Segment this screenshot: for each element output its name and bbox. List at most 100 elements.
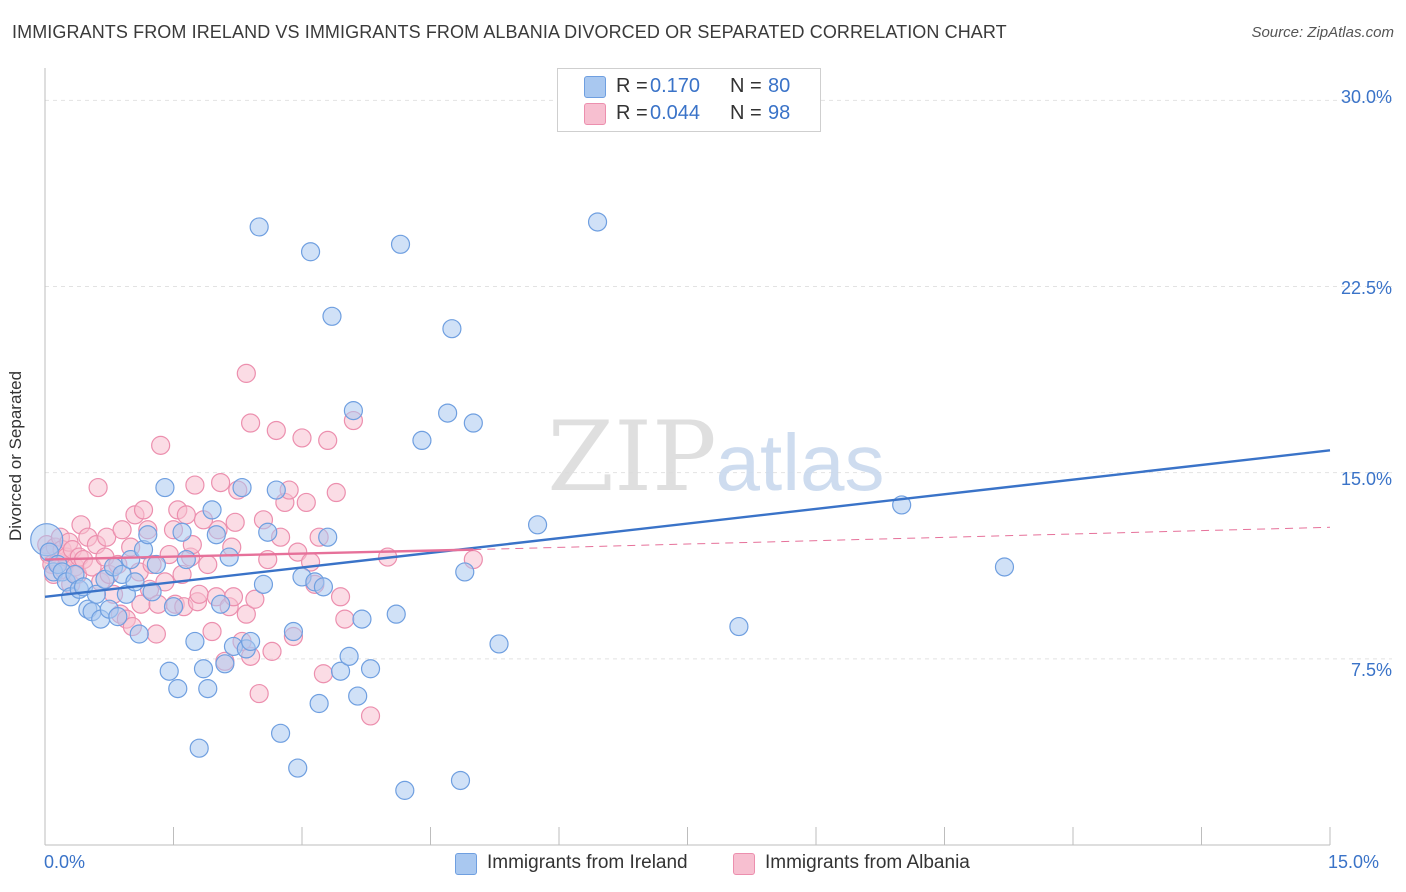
point-ireland xyxy=(386,604,406,624)
point-ireland xyxy=(215,654,235,674)
point-albania xyxy=(326,482,346,503)
point-albania xyxy=(146,624,166,644)
point-albania xyxy=(245,589,265,609)
point-ireland xyxy=(463,413,483,433)
point-ireland xyxy=(450,770,471,791)
point-ireland xyxy=(189,738,209,758)
point-ireland xyxy=(121,549,141,570)
point-albania xyxy=(292,428,312,448)
point-albania xyxy=(288,542,308,562)
point-albania xyxy=(296,492,316,513)
series-albania xyxy=(37,363,483,726)
point-ireland xyxy=(159,661,179,681)
stats-legend: R = 0.170 N = 80 R = 0.044 N = 98 xyxy=(557,68,821,132)
point-ireland xyxy=(241,631,261,652)
trend-line-albania-extension xyxy=(473,526,1331,551)
point-albania xyxy=(225,512,245,532)
point-ireland xyxy=(395,780,415,800)
legend-swatch-albania xyxy=(584,103,606,125)
point-ireland xyxy=(266,480,286,500)
point-ireland xyxy=(438,403,458,423)
point-ireland xyxy=(253,574,274,594)
point-ireland xyxy=(129,624,149,644)
legend-n-value: 80 xyxy=(768,75,791,97)
point-ireland xyxy=(343,401,363,421)
point-ireland xyxy=(176,549,196,570)
point-albania xyxy=(330,587,351,607)
point-ireland xyxy=(155,477,175,498)
point-ireland xyxy=(300,242,321,262)
point-ireland xyxy=(442,319,462,339)
bottom-legend-label-albania: Immigrants from Albania xyxy=(765,852,970,873)
point-ireland xyxy=(339,646,359,666)
legend-n-label: N = xyxy=(730,102,762,124)
point-ireland xyxy=(348,686,368,706)
point-ireland xyxy=(288,758,308,778)
point-albania xyxy=(249,683,269,704)
point-albania xyxy=(241,413,261,433)
point-albania xyxy=(112,520,132,540)
watermark: ZIP atlas xyxy=(547,401,884,513)
legend-r-value: 0.044 xyxy=(650,102,701,124)
point-ireland xyxy=(729,616,749,637)
point-ireland xyxy=(587,212,608,232)
point-ireland xyxy=(163,597,184,617)
point-albania xyxy=(151,435,171,455)
y-tick-15: 15.0% xyxy=(1340,469,1392,489)
chart-title: IMMIGRANTS FROM IRELAND VS IMMIGRANTS FR… xyxy=(12,22,1007,42)
point-ireland xyxy=(249,217,269,237)
point-ireland xyxy=(489,634,509,654)
point-ireland xyxy=(185,631,205,652)
legend-n-value: 98 xyxy=(768,102,791,124)
point-albania xyxy=(236,604,256,624)
point-albania xyxy=(185,475,205,495)
point-albania xyxy=(189,584,209,604)
y-tick-30: 30.0% xyxy=(1340,87,1392,107)
point-ireland xyxy=(527,515,548,535)
point-ireland xyxy=(146,554,166,575)
point-albania xyxy=(133,500,154,520)
point-ireland xyxy=(318,527,338,547)
trend-lines xyxy=(44,449,1331,598)
point-ireland xyxy=(270,723,291,743)
axes xyxy=(44,68,1331,846)
point-ireland xyxy=(142,582,162,602)
point-ireland xyxy=(309,693,329,714)
point-albania xyxy=(360,706,381,726)
point-ireland xyxy=(108,607,128,627)
point-ireland xyxy=(232,477,252,498)
point-ireland xyxy=(360,659,381,679)
x-tick-0: 0.0% xyxy=(44,852,86,872)
point-albania xyxy=(262,641,282,661)
point-ireland xyxy=(219,547,239,567)
point-ireland xyxy=(211,594,231,614)
point-albania xyxy=(335,609,355,629)
y-axis-label: Divorced or Separated xyxy=(6,370,25,542)
point-albania xyxy=(202,621,222,642)
point-ireland xyxy=(172,522,192,542)
point-albania xyxy=(198,554,218,575)
point-albania xyxy=(88,477,108,498)
point-albania xyxy=(97,527,117,547)
x-tick-15: 15.0% xyxy=(1328,852,1380,872)
point-albania xyxy=(236,363,256,383)
legend-swatch-ireland xyxy=(584,76,606,98)
legend-r-value: 0.170 xyxy=(650,75,701,97)
series-ireland xyxy=(30,212,1015,800)
point-albania xyxy=(266,420,286,441)
y-tick-7-5: 7.5% xyxy=(1350,660,1392,680)
point-ireland xyxy=(258,522,278,542)
watermark-zip: ZIP xyxy=(547,401,716,513)
trend-line-albania xyxy=(44,548,474,561)
point-ireland xyxy=(330,661,351,681)
watermark-atlas: atlas xyxy=(716,418,885,507)
source-label: Source: ZipAtlas.com xyxy=(1251,24,1394,41)
y-tick-22-5: 22.5% xyxy=(1340,278,1392,298)
point-ireland xyxy=(322,306,342,326)
point-ireland xyxy=(206,525,226,545)
point-ireland xyxy=(198,679,218,699)
point-ireland xyxy=(168,679,188,699)
trend-line-ireland xyxy=(44,449,1331,598)
point-ireland xyxy=(455,562,475,582)
